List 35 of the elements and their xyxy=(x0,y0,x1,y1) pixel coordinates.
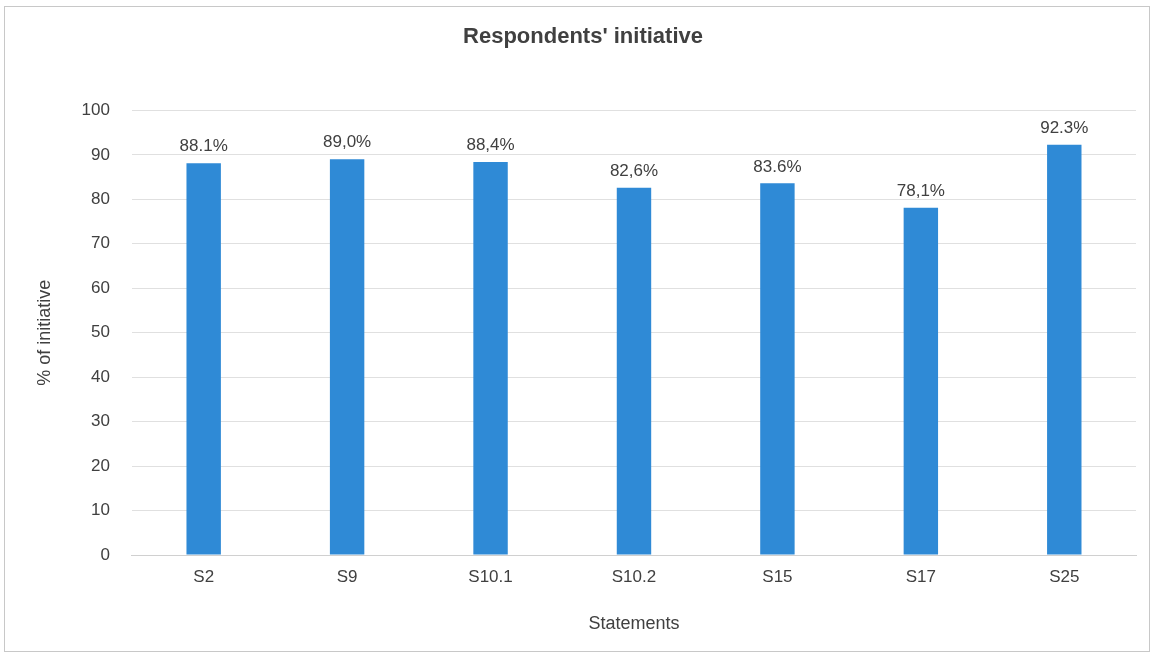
data-label: 83.6% xyxy=(753,156,802,176)
bar xyxy=(329,159,365,555)
bar xyxy=(473,161,508,555)
data-label: 88,4% xyxy=(466,135,515,155)
y-tick-label: 70 xyxy=(91,233,110,253)
x-tick-label: S10.1 xyxy=(468,566,513,586)
y-tick-label: 40 xyxy=(91,366,110,386)
bar xyxy=(760,183,795,555)
y-tick-label: 20 xyxy=(91,455,110,475)
data-label: 92.3% xyxy=(1040,117,1089,137)
y-tick-label: 60 xyxy=(91,277,110,297)
x-tick-label: S25 xyxy=(1049,566,1080,586)
y-tick-label: 80 xyxy=(91,189,110,209)
y-axis-title: % of initiative xyxy=(33,279,54,386)
y-tick-label: 10 xyxy=(91,500,110,520)
data-label: 89,0% xyxy=(323,132,372,152)
y-tick-label: 50 xyxy=(91,322,110,342)
y-tick-label: 30 xyxy=(91,411,110,431)
data-label: 82,6% xyxy=(609,160,659,180)
data-label: 78,1% xyxy=(896,180,945,200)
x-tick-label: S10.2 xyxy=(611,566,657,586)
bar xyxy=(186,163,221,555)
x-tick-label: S17 xyxy=(905,566,936,586)
x-tick-label: S15 xyxy=(762,566,793,586)
x-tick-label: S2 xyxy=(193,566,215,586)
bar xyxy=(1047,144,1082,555)
x-tick-label: S9 xyxy=(336,566,358,586)
data-label: 88.1% xyxy=(179,136,228,156)
y-tick-label: 90 xyxy=(91,144,110,164)
x-axis-title: Statements xyxy=(588,613,680,634)
chart-title: Respondents' initiative xyxy=(463,23,703,49)
y-tick-label: 100 xyxy=(81,100,110,120)
bar xyxy=(616,187,652,555)
y-tick-label: 0 xyxy=(100,544,110,564)
bar xyxy=(903,207,939,555)
